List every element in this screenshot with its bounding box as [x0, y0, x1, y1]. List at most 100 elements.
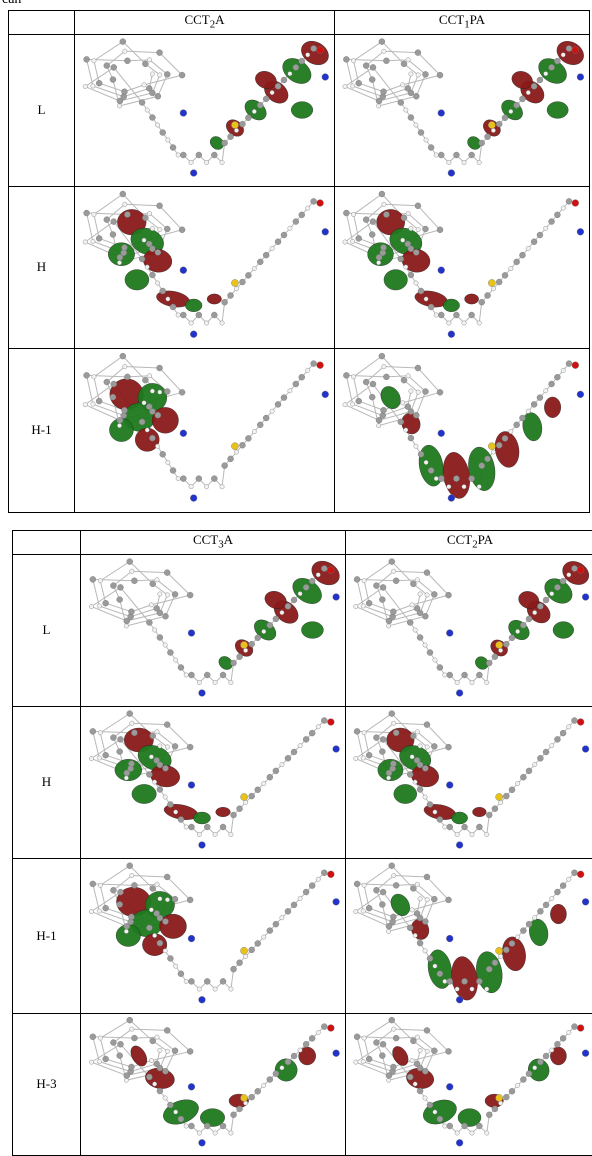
orbital-lobe: [216, 807, 231, 817]
atom: [401, 401, 405, 405]
orbital-image: [81, 706, 346, 858]
atom: [448, 495, 455, 502]
atom: [537, 1059, 543, 1065]
atom: [566, 198, 572, 204]
bond: [107, 51, 125, 65]
atom: [117, 1053, 123, 1059]
atom: [157, 365, 163, 371]
atom: [410, 886, 416, 892]
orbital-lobe: [452, 812, 468, 824]
atom: [155, 93, 161, 99]
atom: [231, 279, 238, 286]
atom: [417, 1088, 423, 1094]
atom: [204, 160, 208, 164]
bond: [416, 74, 425, 96]
atom: [166, 138, 170, 142]
atom: [104, 379, 110, 385]
atom: [415, 50, 421, 56]
atom: [486, 660, 492, 666]
atom: [103, 905, 109, 911]
atom: [252, 430, 256, 434]
orbital-lobe: [500, 935, 529, 973]
atom: [577, 1025, 584, 1032]
atom: [379, 597, 385, 603]
orbital-lobe: [377, 383, 404, 412]
atom: [437, 817, 443, 823]
atom: [433, 810, 437, 814]
atom: [316, 877, 320, 881]
atom: [322, 391, 329, 398]
orbital-image: [75, 186, 335, 348]
atom: [502, 272, 508, 278]
orbital-image: [81, 554, 346, 706]
atom: [543, 1053, 549, 1059]
bond: [125, 204, 160, 205]
atom: [543, 902, 549, 908]
atom: [245, 436, 251, 442]
atom: [413, 249, 419, 255]
atom: [333, 1050, 340, 1057]
atom: [275, 239, 281, 245]
atom: [176, 153, 180, 157]
atom: [123, 49, 127, 53]
atom: [120, 39, 126, 45]
atom: [376, 98, 382, 104]
atom: [408, 435, 414, 441]
atom: [470, 680, 474, 684]
atom: [413, 412, 419, 418]
atom: [544, 389, 548, 393]
atom: [491, 287, 495, 291]
atom: [204, 978, 210, 984]
atom: [231, 966, 237, 972]
atom: [423, 1096, 427, 1100]
atom: [309, 883, 315, 889]
atom: [204, 824, 210, 830]
atom: [479, 299, 485, 305]
bond: [394, 1029, 427, 1030]
bond: [158, 74, 167, 96]
orbital-image: [335, 186, 590, 348]
bond: [369, 908, 393, 917]
atom: [554, 212, 560, 218]
atom: [462, 321, 466, 325]
atom: [240, 1094, 247, 1101]
atom: [172, 896, 178, 902]
atom: [158, 73, 162, 77]
atom: [386, 776, 390, 780]
atom: [404, 428, 408, 432]
atom: [167, 650, 173, 656]
atom: [164, 1028, 170, 1034]
atom: [170, 145, 176, 151]
bond: [127, 376, 149, 377]
atom: [567, 573, 571, 577]
atom: [281, 77, 287, 83]
atom: [89, 604, 93, 608]
atom: [231, 443, 238, 450]
atom: [128, 609, 134, 615]
atom: [470, 832, 474, 836]
atom: [417, 1065, 423, 1071]
atom: [409, 72, 413, 76]
atom: [533, 916, 537, 920]
atom: [486, 1112, 492, 1118]
atom: [571, 566, 577, 572]
orbital-lobe: [492, 430, 521, 470]
atom: [417, 762, 423, 768]
atom: [379, 39, 385, 45]
atom: [117, 1041, 123, 1047]
atom: [354, 604, 358, 608]
atom: [252, 109, 256, 113]
atom: [152, 933, 156, 937]
atom: [503, 641, 509, 647]
orbital-lobe: [160, 1095, 202, 1129]
atom: [413, 1082, 417, 1086]
atom: [496, 947, 503, 954]
atom: [83, 84, 87, 88]
atom: [104, 217, 110, 223]
atom: [577, 228, 584, 235]
atom: [567, 877, 571, 881]
atom: [117, 261, 121, 265]
row-label: H-3: [13, 1013, 81, 1155]
atom: [91, 84, 95, 88]
atom: [327, 871, 334, 878]
